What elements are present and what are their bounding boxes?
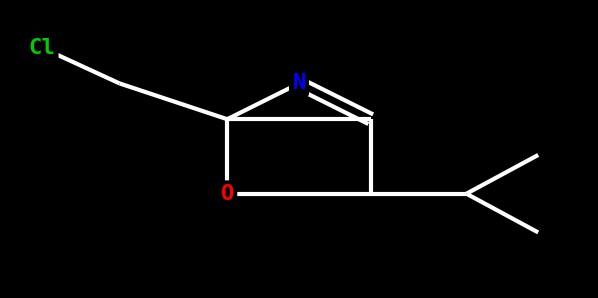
Text: Cl: Cl: [29, 38, 55, 58]
Text: N: N: [292, 73, 306, 94]
Text: O: O: [221, 184, 234, 204]
